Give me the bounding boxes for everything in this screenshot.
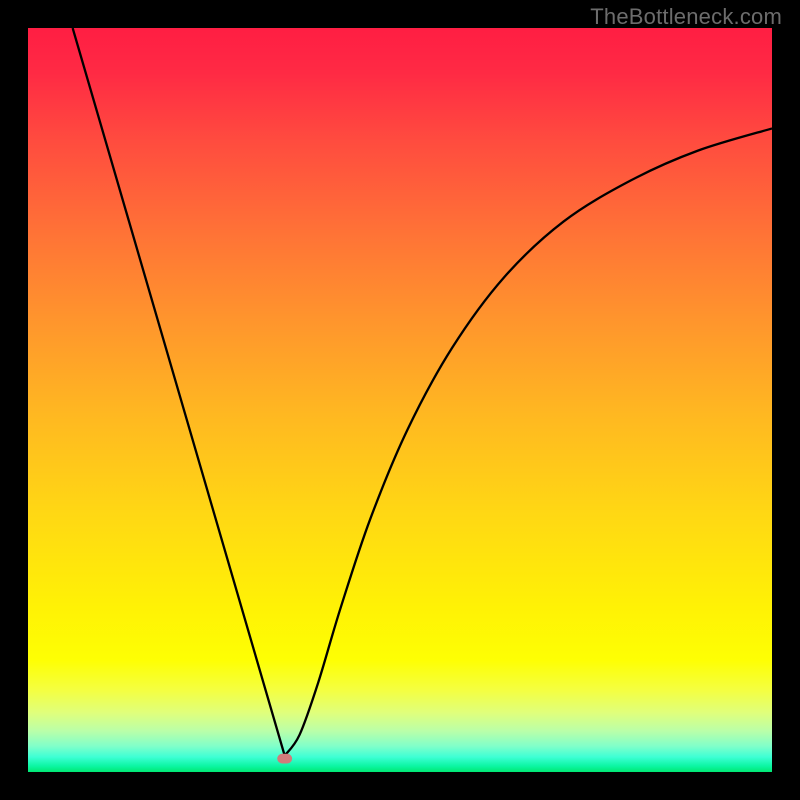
plot-svg xyxy=(28,28,772,772)
optimum-marker xyxy=(277,754,292,764)
bottleneck-plot xyxy=(28,28,772,772)
watermark-text: TheBottleneck.com xyxy=(590,4,782,30)
plot-background xyxy=(28,28,772,772)
